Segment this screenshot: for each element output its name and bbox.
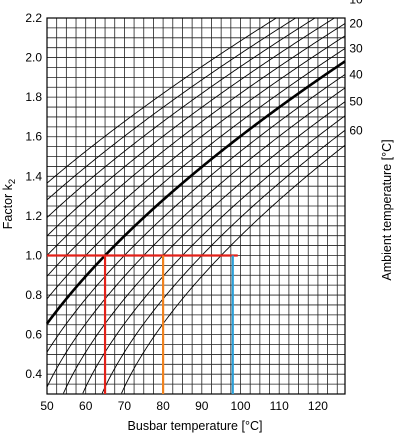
series-line-ambient-0 — [46, 17, 277, 184]
y-tick-label: 0.4 — [25, 367, 42, 381]
series-line-ambient-55 — [82, 115, 346, 394]
series-line-ambient-50 — [63, 101, 346, 394]
ambient-temperature-label: 20 — [349, 17, 363, 31]
series-line-ambient-30 — [46, 48, 346, 300]
ambient-temperature-label: 10 — [349, 0, 363, 6]
y-axis-ticks: 0.4 0.6 0.8 1.0 1.2 1.4 1.6 1.8 2.0 2.2 — [25, 11, 42, 381]
series-line-ambient-35-highlight — [45, 60, 346, 325]
series-line-ambient-60 — [101, 129, 346, 394]
y-tick-label: 1.0 — [25, 248, 42, 262]
x-axis-label: Busbar temperature [°C] — [128, 419, 263, 433]
x-axis-ticks: 50 60 70 80 90 100 110 120 — [40, 399, 328, 413]
ambient-temperature-label: 60 — [349, 123, 363, 137]
plot-frame — [46, 17, 346, 395]
x-tick-label: 60 — [79, 399, 93, 413]
y-axis-label: Factor k2 — [1, 179, 18, 229]
grid — [46, 17, 346, 395]
y-tick-label: 2.2 — [25, 11, 42, 25]
y-tick-label: 1.8 — [25, 90, 42, 104]
series-line-ambient-25 — [46, 35, 346, 277]
series-line-ambient-40 — [46, 74, 346, 353]
x-tick-label: 70 — [118, 399, 132, 413]
x-tick-label: 50 — [40, 399, 54, 413]
y-tick-label: 2.0 — [25, 51, 42, 65]
series-line-ambient-65 — [121, 144, 346, 394]
curves — [45, 17, 346, 394]
series-line-ambient-15 — [46, 17, 335, 237]
y-tick-label: 1.2 — [25, 209, 42, 223]
y-tick-label: 0.8 — [25, 288, 42, 302]
x-tick-label: 80 — [156, 399, 170, 413]
ambient-temperature-label: 30 — [349, 41, 363, 55]
x-tick-label: 120 — [308, 399, 328, 413]
marker-lines — [47, 254, 238, 394]
ambient-temperature-label: 40 — [349, 67, 363, 81]
y-tick-label: 1.6 — [25, 130, 42, 144]
y-tick-label: 0.6 — [25, 328, 42, 342]
x-tick-label: 110 — [270, 399, 289, 413]
series-line-ambient-5 — [46, 17, 296, 201]
right-axis-label: Ambient temperature [°C] — [380, 139, 394, 280]
y-tick-label: 1.4 — [25, 169, 42, 183]
series-line-ambient-10 — [46, 17, 316, 218]
ambient-temperature-label: 50 — [349, 95, 363, 109]
x-tick-label: 100 — [230, 399, 250, 413]
ambient-labels: 0102030405060 — [349, 0, 363, 137]
series-line-ambient-20 — [46, 23, 346, 256]
series-line-ambient-45 — [46, 87, 346, 388]
x-tick-label: 90 — [195, 399, 209, 413]
